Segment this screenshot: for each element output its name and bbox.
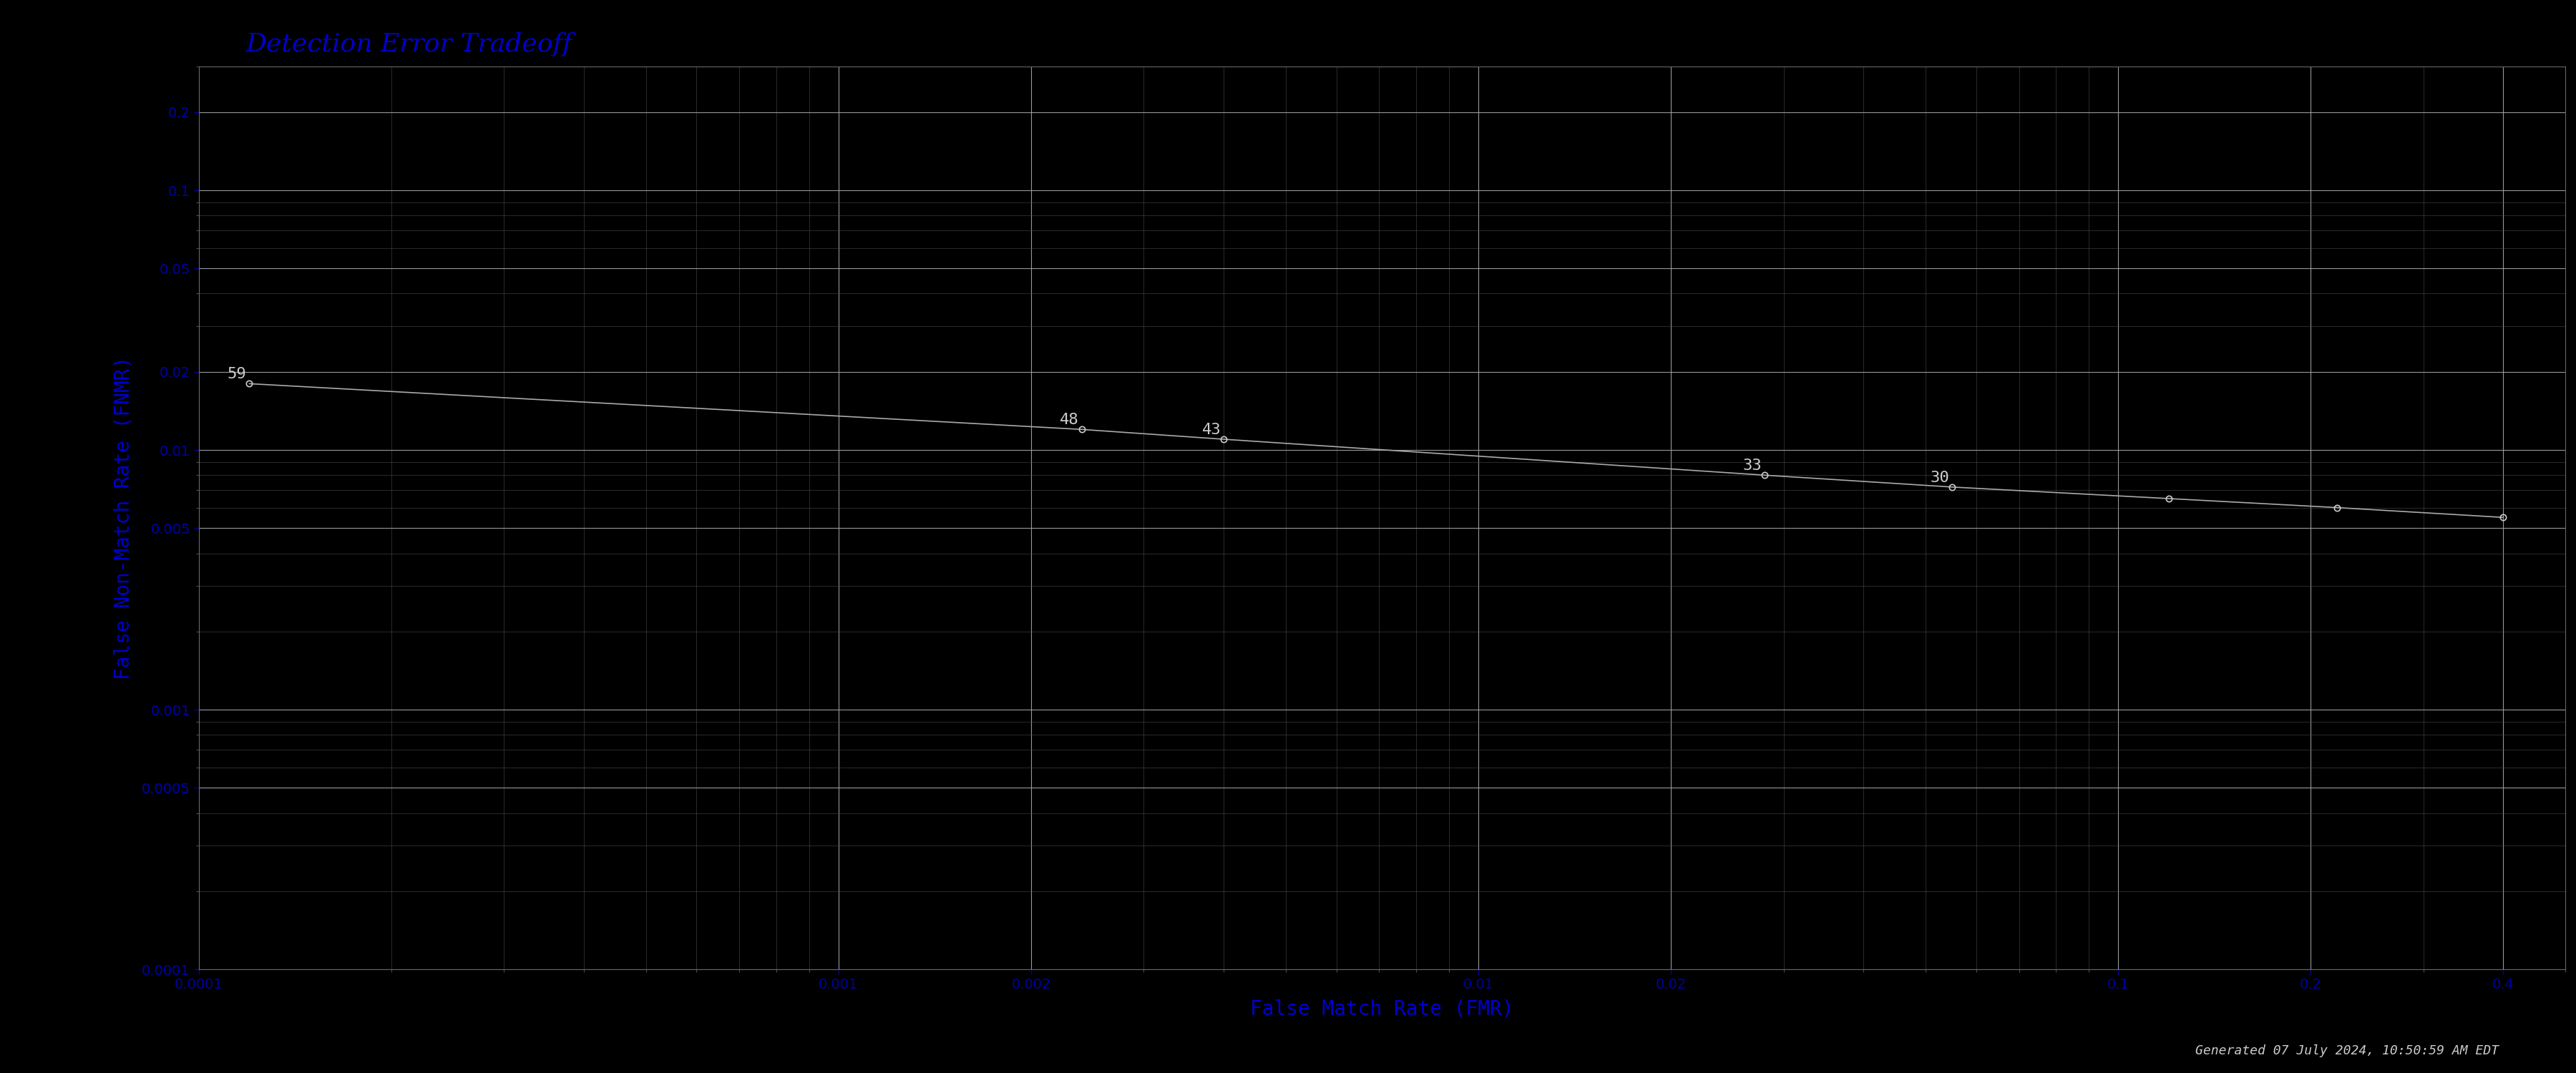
Y-axis label: False Non-Match Rate (FNMR): False Non-Match Rate (FNMR) [113,356,134,679]
Text: 48: 48 [1059,413,1079,427]
Text: 30: 30 [1929,471,1950,485]
X-axis label: False Match Rate (FMR): False Match Rate (FMR) [1249,999,1515,1019]
Text: 59: 59 [227,367,247,382]
Text: 43: 43 [1203,423,1221,437]
Text: Generated 07 July 2024, 10:50:59 AM EDT: Generated 07 July 2024, 10:50:59 AM EDT [2195,1044,2499,1057]
Text: 33: 33 [1741,459,1762,473]
Text: Detection Error Tradeoff: Detection Error Tradeoff [247,32,572,57]
